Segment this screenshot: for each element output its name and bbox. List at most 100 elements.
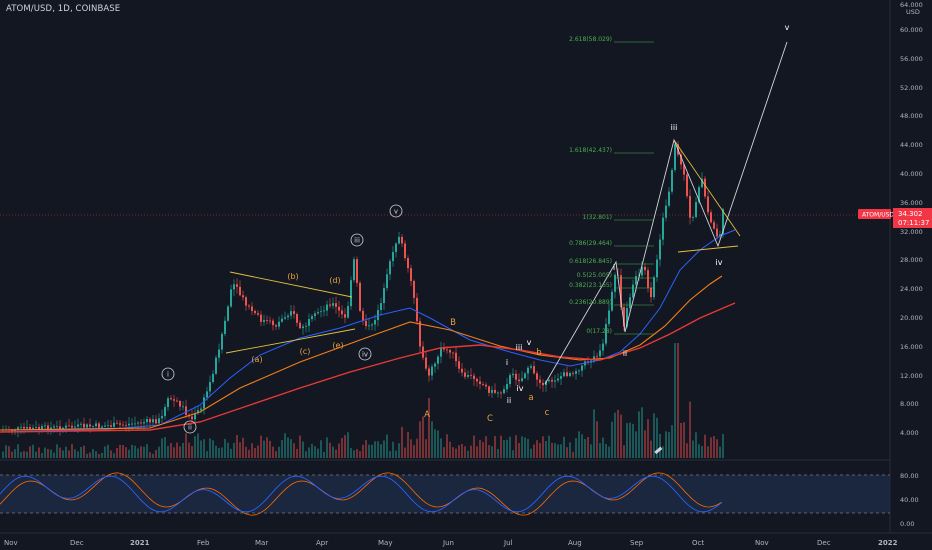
volume-bar — [485, 436, 487, 458]
candle-body — [629, 297, 631, 309]
volume-bar — [719, 446, 721, 458]
volume-bar — [134, 445, 136, 458]
candle-body — [14, 430, 16, 432]
volume-bar — [548, 435, 550, 458]
volume-bar — [125, 447, 127, 458]
volume-bar — [209, 438, 211, 458]
volume-bar — [101, 452, 103, 458]
indicator-tick: 40.00 — [900, 496, 919, 504]
candle-body — [92, 426, 94, 427]
wedge-lower-trendline[interactable] — [677, 245, 739, 253]
candle-body — [698, 187, 700, 203]
indicator-axis[interactable]: 80.00 40.00 0.00 — [900, 472, 919, 528]
ma-blue-line — [0, 229, 736, 431]
wave-label: b — [536, 348, 541, 358]
candle-body — [77, 424, 79, 427]
price-axis[interactable]: 64.000 60.000 56.000 52.000 48.000 44.000 40.0… — [900, 1, 923, 437]
volume-bar — [215, 445, 217, 458]
volume-bar — [521, 436, 523, 458]
candle-body — [29, 426, 31, 430]
volume-bar — [389, 450, 391, 458]
volume-bar — [542, 436, 544, 458]
volume-bar — [257, 445, 259, 458]
volume-bar — [113, 453, 115, 458]
volume-bar — [374, 441, 376, 458]
candle-body — [290, 311, 292, 316]
volume-bar — [590, 444, 592, 458]
candle-body — [74, 426, 76, 428]
volume-bar — [305, 451, 307, 458]
candle-body — [452, 352, 454, 354]
volume-bar — [260, 435, 262, 458]
candle-body — [281, 318, 283, 322]
wave-label: v — [785, 23, 790, 32]
time-axis[interactable]: Nov Dec 2021 Feb Mar Apr May Jun Jul Aug Sep Oct Nov… — [4, 539, 898, 547]
volume-bar — [599, 443, 601, 458]
candle-body — [641, 266, 643, 276]
volume-bar — [398, 443, 400, 458]
triangle-lower-trendline[interactable] — [225, 328, 356, 354]
volume-bar — [161, 438, 163, 458]
candle-body — [278, 321, 280, 327]
candle-body — [542, 382, 544, 386]
wave-labels[interactable]: iiiiiiivv(a)(b)(c)(d)(e)ABCabciiiiiiivvi… — [161, 23, 790, 434]
volume-bar — [197, 433, 199, 458]
fib-label: 1.618(42.437) — [569, 147, 612, 154]
candle-body — [380, 303, 382, 311]
volume-bar — [278, 446, 280, 458]
candle-body — [701, 178, 703, 188]
volume-bar — [128, 449, 130, 458]
time-tick: Dec — [70, 539, 84, 547]
candle-body — [275, 325, 277, 327]
candle-body — [401, 236, 403, 244]
volume-bar — [8, 446, 10, 458]
triangle-upper-trendline[interactable] — [229, 271, 353, 298]
candle-body — [116, 422, 118, 424]
candle-body — [80, 423, 82, 425]
candle-body — [287, 315, 289, 318]
volume-bar — [320, 440, 322, 458]
price-tick: 32.000 — [900, 228, 923, 236]
volume-bar — [407, 431, 409, 458]
candle-body — [458, 361, 460, 369]
ma-red-line — [0, 302, 736, 433]
volume-bar — [659, 433, 661, 458]
candle-body — [539, 379, 541, 383]
candle-body — [200, 408, 202, 411]
candlesticks[interactable] — [2, 141, 724, 438]
fib-label: 0.786(29.464) — [569, 240, 612, 247]
time-tick: Feb — [197, 539, 210, 547]
time-tick: May — [378, 539, 392, 547]
candle-body — [179, 401, 181, 407]
volume-bar — [428, 398, 430, 458]
volume-bar — [47, 449, 49, 458]
candle-body — [515, 373, 517, 380]
volume-bar — [62, 450, 64, 458]
volume-bar — [140, 446, 142, 458]
time-tick: Mar — [255, 539, 268, 547]
candle-body — [479, 381, 481, 385]
price-tick: 44.000 — [900, 141, 923, 149]
pencil-icon[interactable] — [654, 446, 663, 455]
fib-extension[interactable]: 2.618(58.029) 1.618(42.437) 1(32.801) 0.786… — [569, 36, 654, 335]
wave-projection-line[interactable] — [544, 41, 788, 385]
volume-bar — [524, 437, 526, 458]
candle-body — [326, 304, 328, 311]
volume-bar — [290, 439, 292, 458]
price-tick: 56.000 — [900, 55, 923, 63]
volume-bar — [296, 448, 298, 458]
candle-body — [593, 356, 595, 361]
price-tick: 52.000 — [900, 84, 923, 92]
candle-body — [35, 426, 37, 428]
candle-body — [434, 363, 436, 367]
volume-bar — [239, 442, 241, 458]
fib-label: 0.5(25.005) — [577, 272, 612, 279]
wedge-upper-trendline[interactable] — [673, 139, 741, 237]
volume-bar — [632, 423, 634, 458]
candle-body — [671, 169, 673, 192]
wave-label: ii — [507, 396, 511, 405]
wave-label: (b) — [287, 272, 298, 281]
volume-bar — [722, 434, 724, 458]
